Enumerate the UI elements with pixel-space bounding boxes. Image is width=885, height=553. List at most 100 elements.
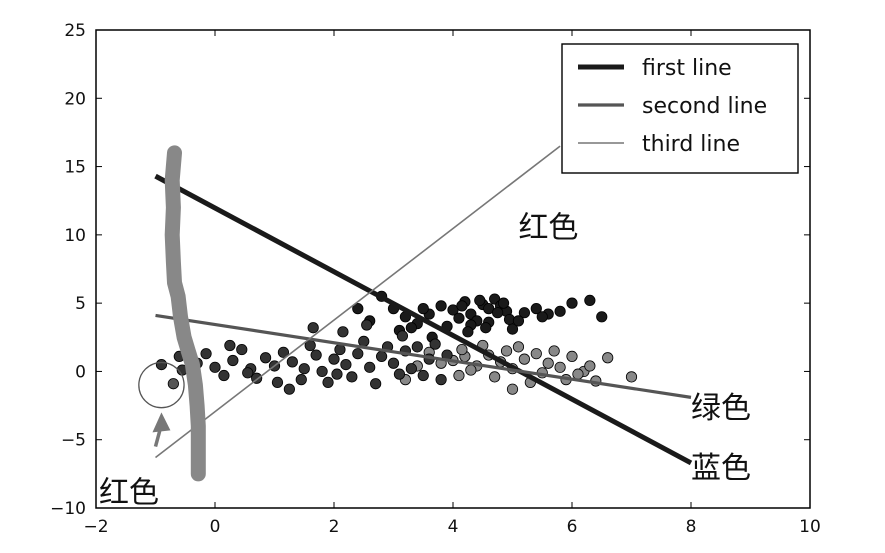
scatter-point [536, 311, 548, 323]
scatter-point [242, 367, 254, 379]
scatter-point [361, 319, 373, 331]
annotation-label: 红色 [518, 211, 578, 246]
scatter-point [200, 348, 212, 360]
x-tick-label: 0 [210, 517, 221, 537]
y-tick-label: 25 [64, 21, 86, 41]
annotation-label: 红色 [99, 476, 159, 511]
scatter-point [328, 353, 340, 365]
scatter-point [542, 357, 554, 369]
scatter-point [530, 348, 542, 360]
series-line [155, 145, 561, 459]
scatter-point [405, 363, 417, 375]
scatter-point [322, 376, 334, 388]
series-line [154, 173, 693, 466]
x-tick-label: 10 [799, 517, 821, 537]
scatter-point [453, 312, 465, 324]
annotation-label: 绿色 [691, 391, 751, 426]
legend-layer: first line second line third line [561, 43, 799, 174]
circle-marker [138, 361, 185, 409]
scatter-point [316, 365, 328, 378]
scatter-point [572, 368, 584, 380]
scatter-point [566, 350, 578, 363]
scatter-point [224, 339, 236, 352]
scatter-point [405, 322, 417, 334]
scatter-point [352, 303, 364, 315]
annotation-label: 蓝色 [691, 451, 751, 486]
y-tick-label: 0 [75, 362, 86, 382]
legend-label: third line [642, 132, 740, 157]
scatter-point [396, 330, 409, 342]
scatter-point [259, 352, 272, 364]
scatter-point [411, 341, 423, 353]
scatter-point [596, 311, 608, 323]
scatter-point [286, 356, 298, 368]
scatter-point [456, 343, 468, 356]
scatter-point [489, 371, 501, 383]
scatter-point [352, 348, 364, 360]
plot-layer [154, 145, 693, 482]
scatter-point [518, 307, 531, 319]
brush-stroke [164, 145, 206, 482]
scatter-point [497, 297, 510, 309]
scatter-point [506, 383, 519, 395]
scatter-point [310, 349, 322, 361]
x-tick-label: −2 [83, 517, 108, 537]
scatter-point [500, 345, 513, 357]
scatter-point [480, 322, 492, 334]
arrow-head [152, 412, 171, 433]
scatter-point [435, 374, 447, 386]
scatter-point [236, 343, 248, 356]
scatter-point [554, 361, 566, 373]
x-tick-label: 6 [567, 517, 578, 537]
y-tick-label: −5 [61, 431, 86, 451]
scatter-point [295, 374, 307, 386]
scatter-point [387, 357, 400, 369]
scatter-point [530, 303, 542, 315]
series-line [155, 313, 692, 399]
scatter-point [393, 368, 406, 380]
scatter-point [167, 378, 179, 390]
scatter-point [346, 371, 358, 383]
scatter-point [307, 322, 319, 334]
scatter-point [364, 361, 376, 373]
scatter-point [340, 358, 352, 371]
scatter-point [429, 338, 441, 350]
x-tick-label: 4 [448, 517, 459, 537]
scatter-point [337, 326, 349, 338]
scatter-point [358, 335, 370, 347]
scatter-point [518, 353, 531, 365]
scatter-point [283, 383, 295, 395]
scatter-point [584, 360, 596, 372]
scatter-point [155, 358, 168, 371]
scatter-point [218, 369, 230, 382]
legend-label: second line [642, 94, 767, 119]
scatter-point [462, 326, 474, 338]
scatter-point [277, 346, 290, 358]
y-tick-label: 10 [64, 226, 86, 246]
scatter-point [602, 352, 614, 364]
scatter-point [417, 303, 429, 315]
scatter-point [554, 305, 566, 317]
scatter-point [625, 371, 638, 383]
scatter-point [584, 294, 596, 307]
scatter-point [334, 343, 346, 356]
scatter-point [492, 307, 504, 319]
y-tick-label: 5 [75, 294, 86, 314]
x-tick-label: 8 [686, 517, 697, 537]
scatter-point [271, 376, 284, 388]
scatter-point [209, 361, 221, 373]
scatter-point [465, 364, 477, 376]
scatter-point [512, 315, 525, 327]
y-tick-label: 20 [64, 89, 86, 109]
scatter-point [331, 368, 343, 380]
scatter-point [506, 323, 519, 335]
scatter-point [566, 297, 578, 309]
scatter-point [298, 363, 310, 375]
scatter-point [474, 294, 486, 307]
scatter-point [512, 341, 525, 353]
scatter-point [370, 378, 382, 390]
scatter-point [417, 369, 429, 382]
y-tick-label: −10 [50, 499, 86, 519]
